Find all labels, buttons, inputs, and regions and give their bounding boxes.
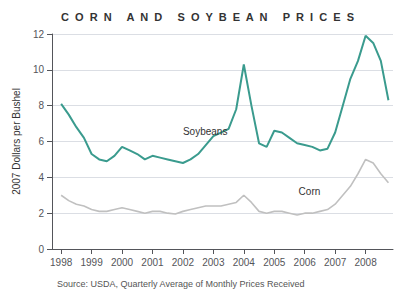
svg-text:2005: 2005 <box>263 257 286 268</box>
svg-text:2000: 2000 <box>111 257 134 268</box>
svg-text:2008: 2008 <box>354 257 377 268</box>
svg-text:2: 2 <box>38 208 44 219</box>
svg-text:Soybeans: Soybeans <box>183 126 227 137</box>
svg-text:10: 10 <box>33 64 45 75</box>
svg-text:Source: USDA, Quarterly Averag: Source: USDA, Quarterly Average of Month… <box>57 279 304 289</box>
svg-text:2004: 2004 <box>233 257 256 268</box>
svg-text:1998: 1998 <box>50 257 73 268</box>
svg-text:8: 8 <box>38 100 44 111</box>
svg-text:C O R N A N D S: C O R N A N D S O Y B E A N P R I C E S <box>61 11 354 23</box>
svg-text:4: 4 <box>38 172 44 183</box>
svg-text:2007: 2007 <box>324 257 347 268</box>
svg-text:Corn: Corn <box>299 186 321 197</box>
svg-text:2003: 2003 <box>202 257 225 268</box>
svg-text:6: 6 <box>38 136 44 147</box>
svg-text:2001: 2001 <box>141 257 164 268</box>
svg-text:2007 Dollars per Bushel: 2007 Dollars per Bushel <box>11 88 22 195</box>
svg-text:2002: 2002 <box>172 257 195 268</box>
svg-text:0: 0 <box>38 244 44 255</box>
svg-text:12: 12 <box>33 29 45 40</box>
svg-text:2006: 2006 <box>294 257 317 268</box>
svg-text:1999: 1999 <box>80 257 103 268</box>
